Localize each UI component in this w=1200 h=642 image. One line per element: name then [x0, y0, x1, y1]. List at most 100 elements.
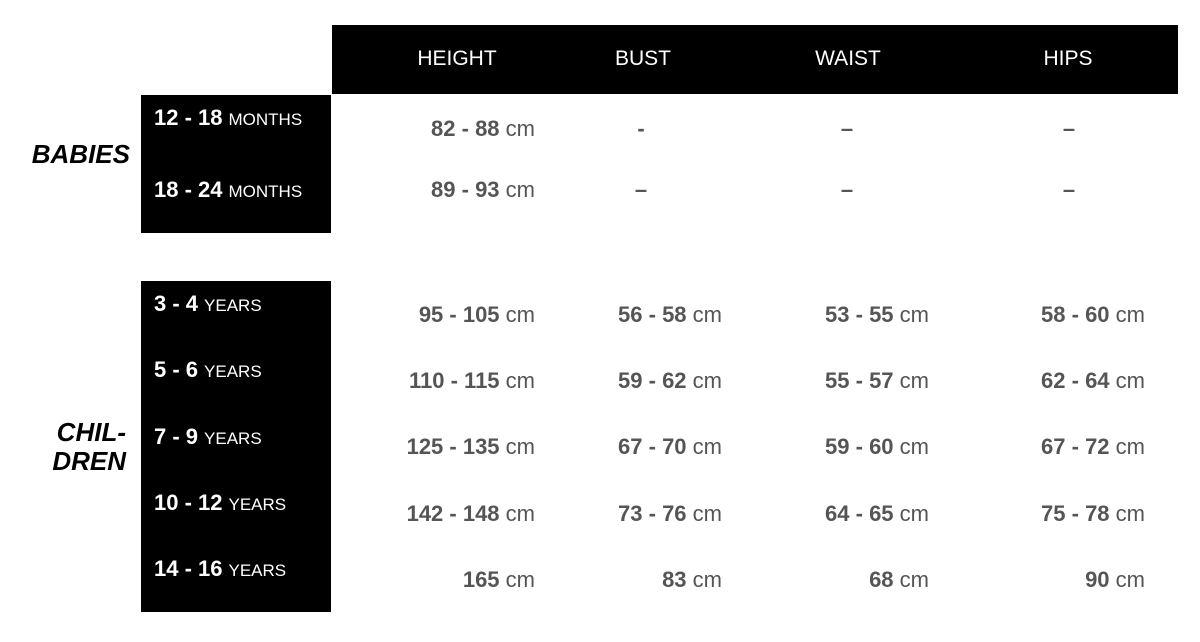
measurement-unit: cm — [505, 116, 535, 141]
measurement-value: 73 - 76 — [618, 501, 687, 526]
measurement-cell: 75 - 78 cm — [1041, 501, 1145, 527]
measurement-value: 82 - 88 — [431, 116, 500, 141]
age-unit: YEARS — [204, 362, 262, 381]
age-range: 18 - 24 — [154, 177, 223, 202]
age-range: 14 - 16 — [154, 556, 223, 581]
measurement-cell: 82 - 88 cm — [431, 116, 535, 142]
measurement-cell: 68 cm — [869, 567, 929, 593]
measurement-unit: cm — [1115, 434, 1145, 459]
age-label: 5 - 6 YEARS — [154, 357, 262, 383]
measurement-cell: 59 - 60 cm — [825, 434, 929, 460]
measurement-cell: - — [637, 116, 644, 142]
measurement-cell: 142 - 148 cm — [407, 501, 535, 527]
measurement-value: – — [1062, 116, 1076, 141]
age-range: 12 - 18 — [154, 105, 223, 130]
measurement-unit: cm — [505, 501, 535, 526]
measurement-value: 142 - 148 — [406, 501, 500, 526]
age-range: 10 - 12 — [154, 490, 223, 515]
measurement-unit: cm — [505, 177, 535, 202]
measurement-value: 165 — [462, 567, 500, 592]
header-bar — [332, 25, 1178, 94]
measurement-cell: – — [635, 177, 647, 203]
measurement-cell: 110 - 115 cm — [409, 368, 535, 394]
measurement-value: 75 - 78 — [1041, 501, 1110, 526]
measurement-cell: 83 cm — [662, 567, 722, 593]
measurement-cell: 125 - 135 cm — [407, 434, 535, 460]
header-waist: WAIST — [815, 47, 881, 70]
age-label: 10 - 12 YEARS — [154, 490, 286, 516]
measurement-unit: cm — [505, 567, 535, 592]
measurement-unit: cm — [505, 434, 535, 459]
measurement-unit: cm — [899, 302, 929, 327]
measurement-cell: 95 - 105 cm — [419, 302, 535, 328]
measurement-unit: cm — [692, 567, 722, 592]
measurement-value: 110 - 115 — [409, 368, 500, 393]
measurement-cell: 67 - 72 cm — [1041, 434, 1145, 460]
measurement-unit: cm — [1115, 501, 1145, 526]
age-range: 5 - 6 — [154, 357, 199, 382]
measurement-value: 56 - 58 — [618, 302, 687, 327]
babies-age-column — [141, 95, 331, 233]
measurement-value: 64 - 65 — [825, 501, 894, 526]
measurement-unit: cm — [1115, 368, 1145, 393]
measurement-value: – — [840, 116, 854, 141]
measurement-cell: 165 cm — [463, 567, 535, 593]
measurement-unit: cm — [505, 302, 535, 327]
measurement-cell: 73 - 76 cm — [618, 501, 722, 527]
header-bust: BUST — [614, 47, 672, 70]
age-unit: YEARS — [228, 561, 287, 580]
measurement-cell: 53 - 55 cm — [825, 302, 929, 328]
measurement-value: 83 — [662, 567, 687, 592]
measurement-value: 67 - 72 — [1041, 434, 1110, 459]
header-hips: HIPS — [1043, 47, 1093, 70]
age-unit: MONTHS — [228, 110, 303, 129]
measurement-value: 59 - 60 — [825, 434, 894, 459]
measurement-unit: cm — [899, 368, 929, 393]
measurement-cell: – — [841, 116, 853, 142]
measurement-unit: cm — [692, 302, 722, 327]
measurement-unit: cm — [505, 368, 535, 393]
measurement-value: 90 — [1085, 567, 1110, 592]
measurement-value: 62 - 64 — [1041, 368, 1110, 393]
measurement-value: 53 - 55 — [825, 302, 894, 327]
measurement-unit: cm — [899, 434, 929, 459]
measurement-value: 55 - 57 — [825, 368, 894, 393]
measurement-value: - — [637, 116, 645, 141]
group-label-babies: BABIES — [31, 139, 130, 169]
measurement-cell: – — [1063, 177, 1075, 203]
measurement-cell: 62 - 64 cm — [1041, 368, 1145, 394]
children-age-column — [141, 281, 331, 612]
measurement-cell: 55 - 57 cm — [825, 368, 929, 394]
measurement-unit: cm — [899, 501, 929, 526]
measurement-value: 68 — [869, 567, 894, 592]
measurement-unit: cm — [692, 368, 722, 393]
measurement-cell: 64 - 65 cm — [825, 501, 929, 527]
children-label-line1: CHIL- — [56, 417, 126, 447]
measurement-cell: 67 - 70 cm — [618, 434, 722, 460]
children-label-line2: DREN — [52, 446, 126, 476]
group-label-children: CHIL- DREN — [10, 418, 126, 476]
measurement-value: 59 - 62 — [618, 368, 687, 393]
measurement-value: 125 - 135 — [406, 434, 500, 459]
measurement-cell: 90 cm — [1085, 567, 1145, 593]
age-unit: YEARS — [228, 495, 287, 514]
measurement-value: – — [840, 177, 854, 202]
measurement-unit: cm — [692, 501, 722, 526]
age-unit: YEARS — [204, 429, 262, 448]
measurement-cell: – — [841, 177, 853, 203]
measurement-cell: 89 - 93 cm — [431, 177, 535, 203]
measurement-unit: cm — [692, 434, 722, 459]
age-range: 3 - 4 — [154, 291, 199, 316]
age-label: 12 - 18 MONTHS — [154, 105, 302, 131]
measurement-cell: 58 - 60 cm — [1041, 302, 1145, 328]
measurement-value: – — [634, 177, 648, 202]
age-label: 18 - 24 MONTHS — [154, 177, 302, 203]
measurement-unit: cm — [1115, 567, 1145, 592]
measurement-cell: 56 - 58 cm — [618, 302, 722, 328]
measurement-cell: 59 - 62 cm — [618, 368, 722, 394]
age-label: 3 - 4 YEARS — [154, 291, 262, 317]
age-unit: MONTHS — [228, 182, 303, 201]
measurement-cell: – — [1063, 116, 1075, 142]
measurement-value: 67 - 70 — [618, 434, 687, 459]
measurement-unit: cm — [899, 567, 929, 592]
